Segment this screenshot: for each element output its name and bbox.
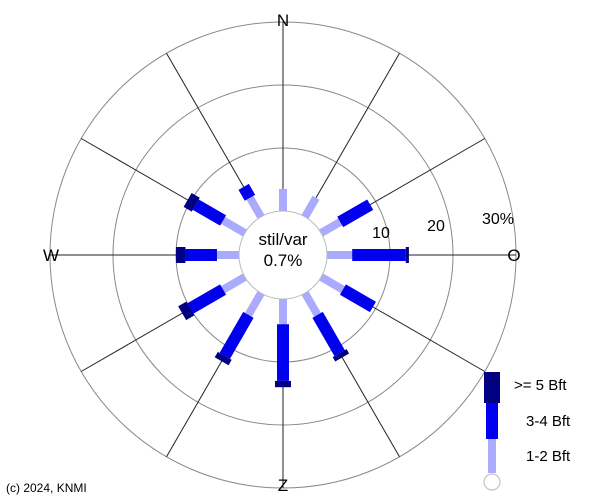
ring-label-10: 10 xyxy=(372,225,390,242)
bar-3-4-bft xyxy=(337,199,374,228)
ring-label-20: 20 xyxy=(427,218,445,235)
legend-label-3-4bft: 3-4 Bft xyxy=(526,413,571,430)
grid-spoke xyxy=(304,52,400,218)
compass-label-south: Z xyxy=(278,476,288,495)
legend-swatch-5bft xyxy=(484,372,500,403)
bar-3-4-bft xyxy=(192,199,227,226)
bar-1-2-bft xyxy=(246,195,265,219)
bar-5-bft xyxy=(178,301,195,321)
bar-3-4-bft xyxy=(339,284,376,313)
compass-label-west: W xyxy=(43,246,59,265)
calm-label: stil/var xyxy=(258,230,307,249)
calm-circle xyxy=(238,210,328,300)
bar-5-bft xyxy=(183,192,200,212)
bar-1-2-bft xyxy=(221,216,247,237)
copyright-text: (c) 2024, KNMI xyxy=(6,481,87,495)
bar-1-2-bft xyxy=(244,291,265,317)
bar-1-2-bft xyxy=(301,291,322,317)
legend-label-1-2bft: 1-2 Bft xyxy=(526,448,571,465)
bar-3-4-bft xyxy=(238,183,256,201)
bar-1-2-bft xyxy=(221,273,247,294)
bar-1-2-bft xyxy=(319,273,345,294)
wind-bars xyxy=(176,183,409,388)
bar-3-4-bft xyxy=(187,284,227,314)
compass-label-east: O xyxy=(507,246,520,265)
bar-3-4-bft xyxy=(219,311,254,359)
legend-label-5bft: >= 5 Bft xyxy=(514,377,567,394)
legend-swatch-1-2bft xyxy=(488,439,496,473)
bar-1-2-bft xyxy=(301,195,320,219)
calm-value: 0.7% xyxy=(264,251,303,270)
legend: >= 5 Bft 3-4 Bft 1-2 Bft xyxy=(483,372,571,491)
bar-1-2-bft xyxy=(319,218,343,237)
bar-5-bft xyxy=(332,349,350,362)
bar-5-bft xyxy=(214,351,232,366)
legend-swatch-3-4bft xyxy=(486,403,498,439)
legend-calm-circle xyxy=(483,473,501,491)
bar-3-4-bft xyxy=(312,311,345,357)
compass-label-north: N xyxy=(277,11,289,30)
ring-label-30: 30% xyxy=(482,211,514,228)
calm-center: stil/var 0.7% xyxy=(238,210,328,300)
